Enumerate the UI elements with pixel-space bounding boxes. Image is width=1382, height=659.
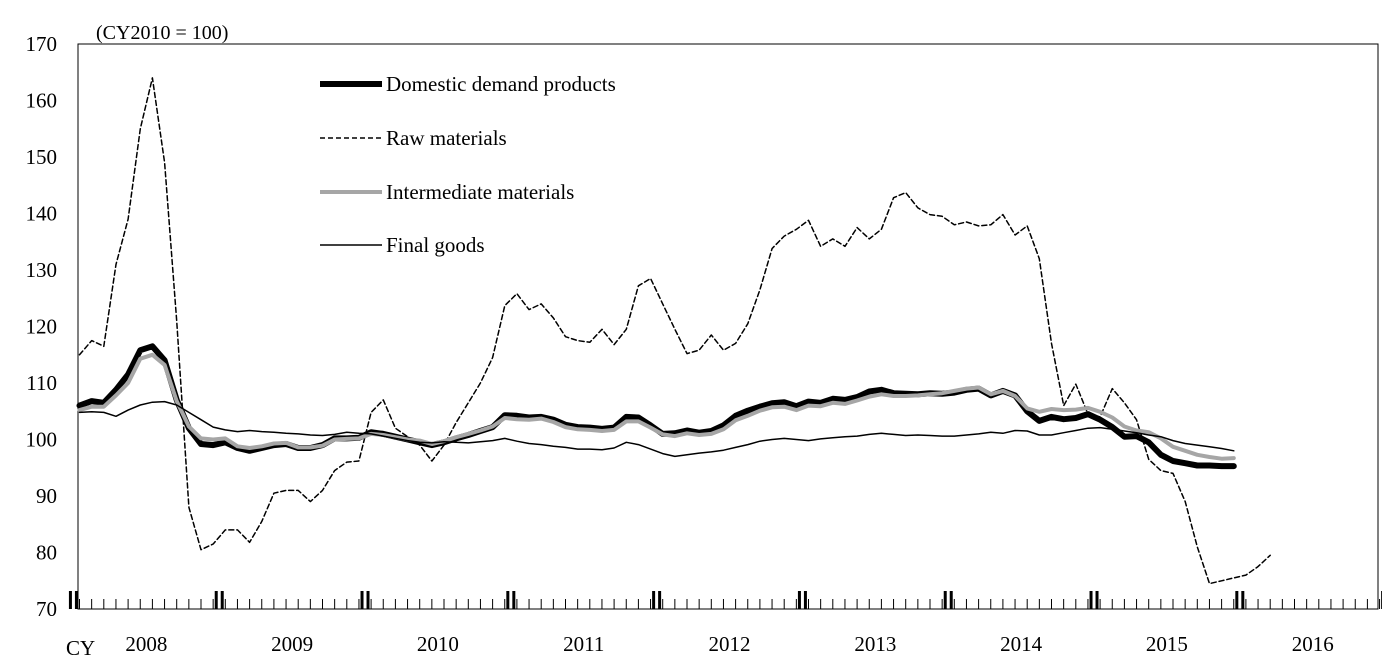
y-tick-label: 140 (26, 202, 58, 226)
legend-label: Raw materials (386, 126, 507, 150)
y-tick-label: 160 (26, 89, 58, 113)
x-prefix-label: CY (66, 636, 95, 659)
x-tick-label: 2015 (1146, 632, 1188, 656)
y-tick-label: 100 (26, 428, 58, 452)
y-tick-label: 110 (26, 371, 57, 395)
legend-label: Intermediate materials (386, 180, 574, 204)
x-axis: CY 2008 2009 2010 2011 2012 2013 2014 2015 2016 (66, 591, 1382, 659)
y-tick-label: 90 (36, 484, 57, 508)
y-tick-label: 150 (26, 145, 58, 169)
unit-label: (CY2010 = 100) (96, 22, 228, 44)
y-tick-label: 170 (26, 32, 58, 56)
series-line (77, 352, 1236, 461)
x-tick-label: 2009 (271, 632, 313, 656)
x-tick-label: 2014 (1000, 632, 1043, 656)
x-tick-label: 2013 (854, 632, 896, 656)
x-tick-label: 2016 (1292, 632, 1334, 656)
legend: Domestic demand products Raw materials Int… (320, 72, 616, 257)
x-tick-label: 2010 (417, 632, 459, 656)
x-tick-label: 2011 (563, 632, 604, 656)
y-tick-label: 120 (26, 315, 58, 339)
series-line (78, 77, 1271, 585)
x-tick-label: 2008 (125, 632, 167, 656)
plot-frame (77, 43, 1379, 610)
legend-label: Final goods (386, 233, 485, 257)
y-axis: 170 160 150 140 130 120 110 100 90 80 70 (26, 32, 58, 621)
legend-label: Domestic demand products (386, 72, 616, 96)
y-tick-label: 130 (26, 258, 58, 282)
y-tick-label: 80 (36, 541, 57, 565)
y-tick-label: 70 (36, 597, 57, 621)
x-tick-label: 2012 (709, 632, 751, 656)
series-lines (76, 77, 1271, 585)
series-line (78, 400, 1235, 458)
